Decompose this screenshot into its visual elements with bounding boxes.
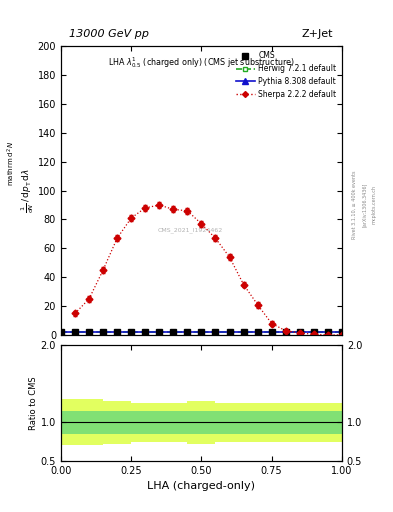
Text: $\mathrm{mathrm\,d\,}^2N$: $\mathrm{mathrm\,d\,}^2N$ — [6, 141, 17, 186]
X-axis label: LHA (charged-only): LHA (charged-only) — [147, 481, 255, 491]
Y-axis label: Ratio to CMS: Ratio to CMS — [29, 376, 38, 430]
Text: CMS_2021_I1924462: CMS_2021_I1924462 — [158, 227, 223, 233]
Text: LHA $\lambda^{1}_{0.5}$ (charged only) (CMS jet substructure): LHA $\lambda^{1}_{0.5}$ (charged only) (… — [108, 55, 295, 70]
Legend: CMS, Herwig 7.2.1 default, Pythia 8.308 default, Sherpa 2.2.2 default: CMS, Herwig 7.2.1 default, Pythia 8.308 … — [233, 48, 340, 102]
Text: Z+Jet: Z+Jet — [302, 29, 334, 39]
Text: Rivet 3.1.10, ≥ 400k events: Rivet 3.1.10, ≥ 400k events — [352, 170, 357, 239]
Text: [arXiv:1306.3436]: [arXiv:1306.3436] — [362, 183, 367, 227]
Y-axis label: $\frac{1}{\mathrm{d}N}\,/\,\mathrm{d}p_\mathrm{T}\,\mathrm{d}\lambda$: $\frac{1}{\mathrm{d}N}\,/\,\mathrm{d}p_\… — [20, 168, 36, 213]
Text: mcplots.cern.ch: mcplots.cern.ch — [371, 185, 376, 224]
Text: 13000 GeV pp: 13000 GeV pp — [69, 29, 149, 39]
